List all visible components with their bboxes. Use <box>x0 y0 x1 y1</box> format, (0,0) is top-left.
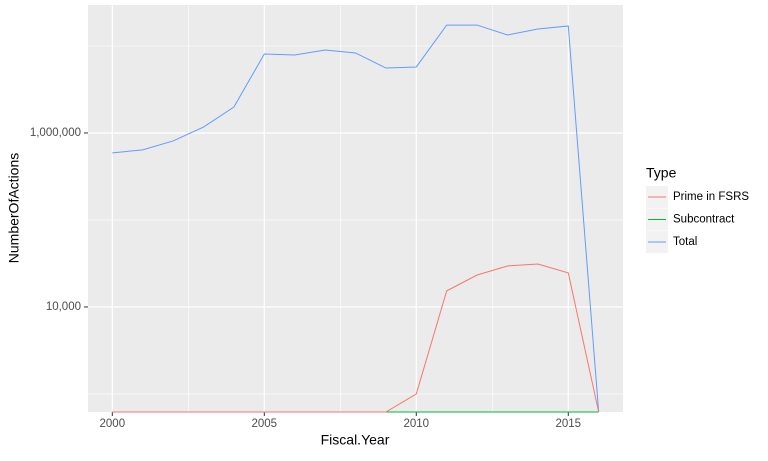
panel <box>88 5 623 412</box>
y-tick-label: 1,000,000 <box>30 127 81 139</box>
y-tick-label: 10,000 <box>46 301 81 313</box>
x-tick-label: 2000 <box>100 418 126 430</box>
legend-label: Subcontract <box>673 214 735 226</box>
legend-label: Prime in FSRS <box>673 191 749 203</box>
legend-label: Total <box>673 236 697 248</box>
series-line <box>112 263 600 413</box>
y-axis-title: NumberOfActions <box>6 153 22 263</box>
x-tick-label: 2010 <box>403 418 429 430</box>
x-tick-label: 2005 <box>252 418 278 430</box>
x-tick-label: 2015 <box>555 418 581 430</box>
legend-title: Type <box>646 165 677 181</box>
series-line <box>112 24 600 413</box>
x-axis-title: Fiscal.Year <box>321 432 390 448</box>
